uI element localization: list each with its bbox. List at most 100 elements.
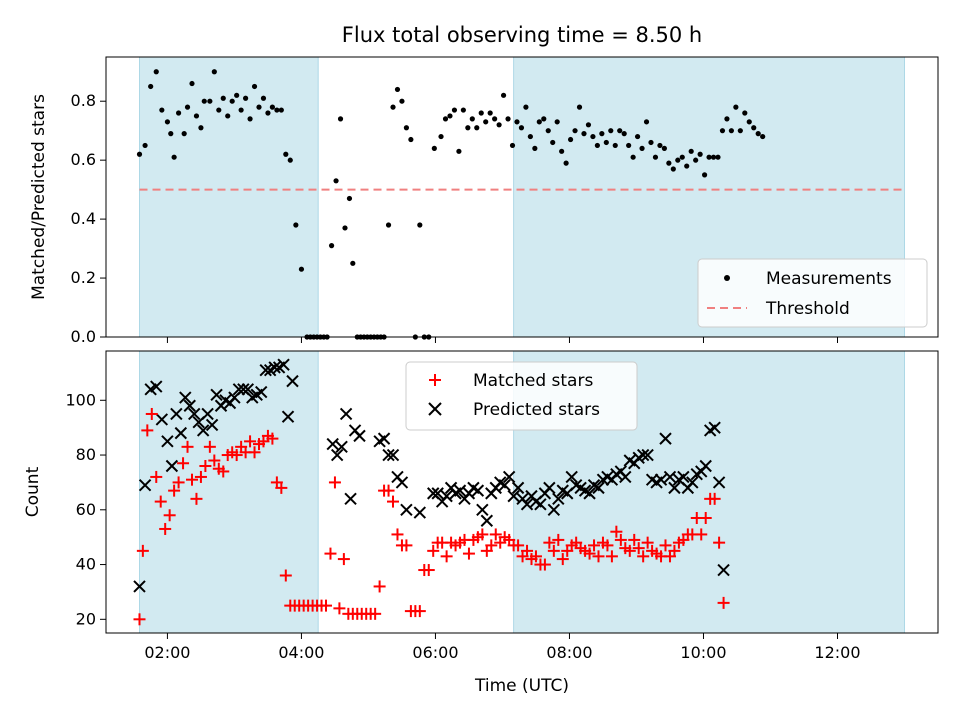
- matched-point: [440, 550, 453, 563]
- measurement-point: [639, 145, 645, 151]
- y-tick-label: 80: [76, 445, 96, 464]
- predicted-point: [286, 374, 299, 388]
- measurement-point: [688, 148, 694, 154]
- measurement-point: [599, 131, 605, 137]
- matched-point: [279, 569, 292, 582]
- measurement-point: [554, 119, 560, 125]
- predicted-point: [196, 424, 210, 437]
- measurement-point: [670, 166, 676, 172]
- predicted-point: [335, 440, 348, 454]
- matched-point: [713, 536, 726, 549]
- predicted-point: [241, 383, 255, 396]
- measurement-point: [509, 142, 516, 149]
- measurement-point: [438, 133, 444, 140]
- predicted-point: [543, 481, 556, 495]
- measurement-point: [460, 107, 466, 113]
- measurement-point: [733, 104, 739, 110]
- predicted-point: [583, 487, 596, 500]
- bottom-legend-box: [405, 361, 638, 431]
- measurement-point: [652, 154, 659, 160]
- legend-predicted-marker: [428, 402, 442, 416]
- predicted-point: [507, 489, 520, 503]
- predicted-point: [179, 391, 192, 404]
- measurement-point: [229, 98, 235, 104]
- x-tick-label: 04:00: [278, 643, 324, 662]
- measurement-point: [408, 136, 414, 143]
- measurement-point: [256, 104, 262, 110]
- predicted-point: [161, 435, 174, 448]
- measurement-point: [189, 80, 195, 87]
- measurement-point: [142, 142, 148, 149]
- measurement-point: [581, 131, 587, 137]
- predicted-point: [668, 481, 681, 495]
- predicted-point: [654, 473, 668, 486]
- measurement-point: [697, 151, 703, 157]
- matched-point: [605, 550, 618, 563]
- top-measurement-points: [136, 69, 766, 340]
- predicted-point: [353, 429, 366, 443]
- measurement-point: [567, 136, 574, 143]
- predicted-point: [712, 476, 726, 489]
- measurement-point: [168, 131, 174, 137]
- matched-point: [529, 550, 542, 563]
- predicted-point: [400, 503, 413, 517]
- predicted-point: [255, 385, 268, 399]
- y-tick-label: 0.0: [71, 327, 96, 346]
- measurement-point: [751, 125, 757, 131]
- matched-point: [177, 457, 190, 470]
- top-panel: 0.00.20.40.60.8 Matched/Predicted stars …: [29, 56, 939, 346]
- measurement-point: [399, 98, 405, 104]
- measurement-point: [483, 119, 489, 125]
- measurement-point: [742, 110, 748, 116]
- matched-point: [199, 459, 212, 472]
- measurement-point: [238, 107, 244, 113]
- predicted-point: [619, 470, 632, 484]
- legend-measurements-marker: [724, 275, 730, 281]
- measurement-point: [523, 104, 529, 110]
- matched-point: [168, 484, 181, 497]
- measurement-point: [630, 154, 636, 160]
- top-legend: Measurements Threshold: [697, 258, 928, 328]
- measurement-point: [293, 222, 299, 228]
- matched-point: [717, 596, 730, 609]
- predicted-point: [547, 503, 561, 517]
- matched-point: [583, 547, 596, 560]
- matched-point: [324, 547, 337, 560]
- legend-matched-marker: [429, 374, 441, 386]
- measurement-point: [159, 107, 165, 113]
- matched-point: [427, 544, 440, 557]
- measurement-point: [175, 110, 182, 116]
- measurement-point: [563, 160, 569, 166]
- measurement-point: [545, 128, 551, 134]
- bottom-x-ticks: 02:00 04:00 06:00 08:00 10:00 12:00: [144, 633, 861, 662]
- measurement-point: [719, 128, 726, 134]
- measurement-point: [492, 116, 498, 122]
- predicted-point: [413, 506, 427, 519]
- measurement-point: [657, 142, 663, 149]
- predicted-point: [339, 407, 353, 421]
- predicted-point: [476, 503, 489, 517]
- measurement-point: [478, 110, 484, 116]
- matched-point: [185, 473, 198, 486]
- predicted-point: [440, 489, 453, 503]
- predicted-point: [344, 492, 357, 506]
- predicted-point: [155, 413, 169, 426]
- predicted-point: [480, 514, 494, 527]
- predicted-point: [133, 580, 146, 593]
- measurement-point: [447, 113, 453, 119]
- matched-point: [485, 539, 498, 552]
- predicted-point: [277, 358, 290, 371]
- measurement-point: [585, 122, 592, 128]
- y-tick-label: 0.6: [71, 150, 96, 169]
- predicted-point: [431, 487, 444, 500]
- predicted-point: [386, 448, 400, 462]
- matched-point: [141, 424, 154, 437]
- matched-point: [154, 495, 167, 508]
- matched-point: [150, 470, 163, 483]
- predicted-point: [717, 563, 730, 577]
- matched-point: [244, 435, 257, 448]
- measurement-point: [679, 154, 685, 160]
- measurement-point: [500, 92, 507, 98]
- measurement-point: [225, 113, 231, 119]
- y-tick-label: 60: [76, 500, 96, 519]
